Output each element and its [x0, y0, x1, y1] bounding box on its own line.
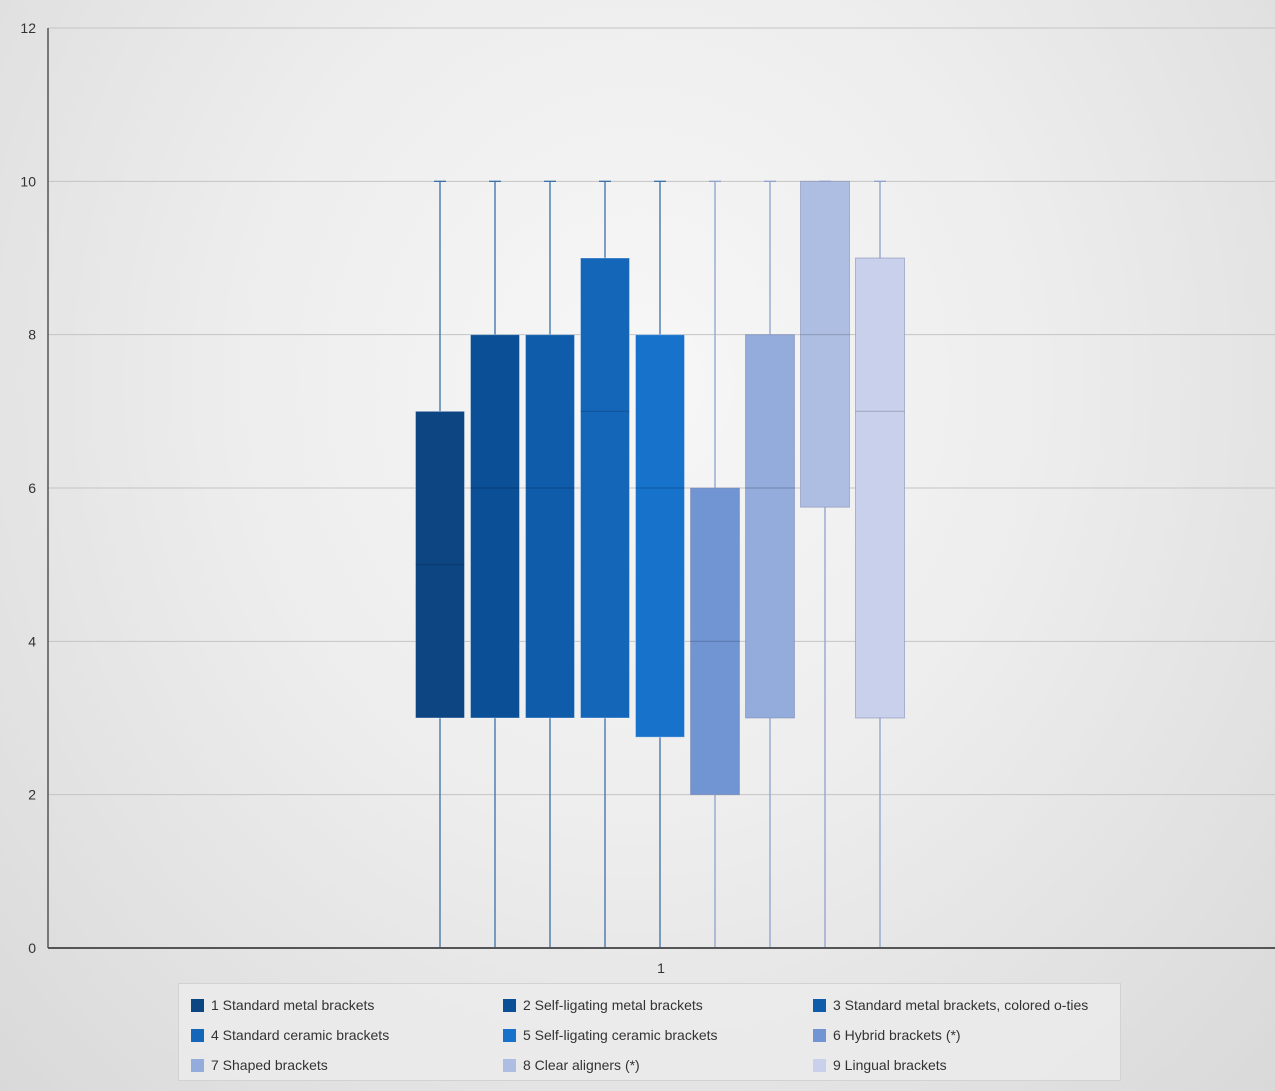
whiskers — [434, 180, 886, 948]
legend-swatch — [503, 998, 516, 1012]
y-tick-label: 6 — [28, 480, 36, 496]
box-5 — [635, 334, 685, 738]
y-tick-label: 2 — [28, 787, 36, 803]
legend-label: 3 Standard metal brackets, colored o-tie… — [833, 997, 1089, 1013]
legend-swatch — [813, 1058, 826, 1072]
box-4 — [580, 257, 630, 719]
y-tick-label: 8 — [28, 327, 36, 343]
legend: 1 Standard metal brackets 2 Self-ligating… — [178, 983, 1121, 1081]
legend-swatch — [191, 998, 204, 1012]
legend-label: 7 Shaped brackets — [211, 1057, 328, 1073]
legend-swatch — [503, 1028, 516, 1042]
x-axis-ticks: 1 — [657, 960, 665, 976]
legend-label: 8 Clear aligners (*) — [523, 1057, 640, 1073]
legend-swatch — [813, 998, 826, 1012]
box-7 — [745, 334, 795, 719]
y-tick-label: 12 — [20, 20, 36, 36]
box-2 — [470, 334, 520, 719]
legend-swatch — [191, 1058, 204, 1072]
box-9 — [855, 257, 905, 719]
legend-item: 4 Standard ceramic brackets — [191, 1020, 503, 1050]
box-6 — [690, 487, 740, 796]
legend-label: 5 Self-ligating ceramic brackets — [523, 1027, 718, 1043]
legend-swatch — [503, 1058, 516, 1072]
legend-item: 6 Hybrid brackets (*) — [813, 1020, 1120, 1050]
box-1 — [415, 410, 465, 719]
legend-swatch — [813, 1028, 826, 1042]
legend-item: 2 Self-ligating metal brackets — [503, 990, 813, 1020]
legend-item: 5 Self-ligating ceramic brackets — [503, 1020, 813, 1050]
legend-item: 7 Shaped brackets — [191, 1050, 503, 1080]
y-tick-label: 10 — [20, 173, 36, 189]
boxes — [415, 180, 905, 796]
box-8 — [800, 180, 850, 508]
legend-label: 2 Self-ligating metal brackets — [523, 997, 703, 1013]
axes — [47, 28, 1275, 949]
x-tick-label: 1 — [657, 960, 665, 976]
box-3 — [525, 334, 575, 719]
legend-label: 4 Standard ceramic brackets — [211, 1027, 390, 1043]
y-axis-ticks: 0 2 4 6 8 10 12 — [20, 20, 36, 956]
y-tick-label: 0 — [28, 940, 36, 956]
legend-item: 8 Clear aligners (*) — [503, 1050, 813, 1080]
legend-item: 1 Standard metal brackets — [191, 990, 503, 1020]
legend-item: 9 Lingual brackets — [813, 1050, 1120, 1080]
y-tick-label: 4 — [28, 633, 36, 649]
legend-label: 6 Hybrid brackets (*) — [833, 1027, 961, 1043]
legend-item: 3 Standard metal brackets, colored o-tie… — [813, 990, 1120, 1020]
legend-swatch — [191, 1028, 204, 1042]
legend-label: 9 Lingual brackets — [833, 1057, 947, 1073]
legend-label: 1 Standard metal brackets — [211, 997, 375, 1013]
